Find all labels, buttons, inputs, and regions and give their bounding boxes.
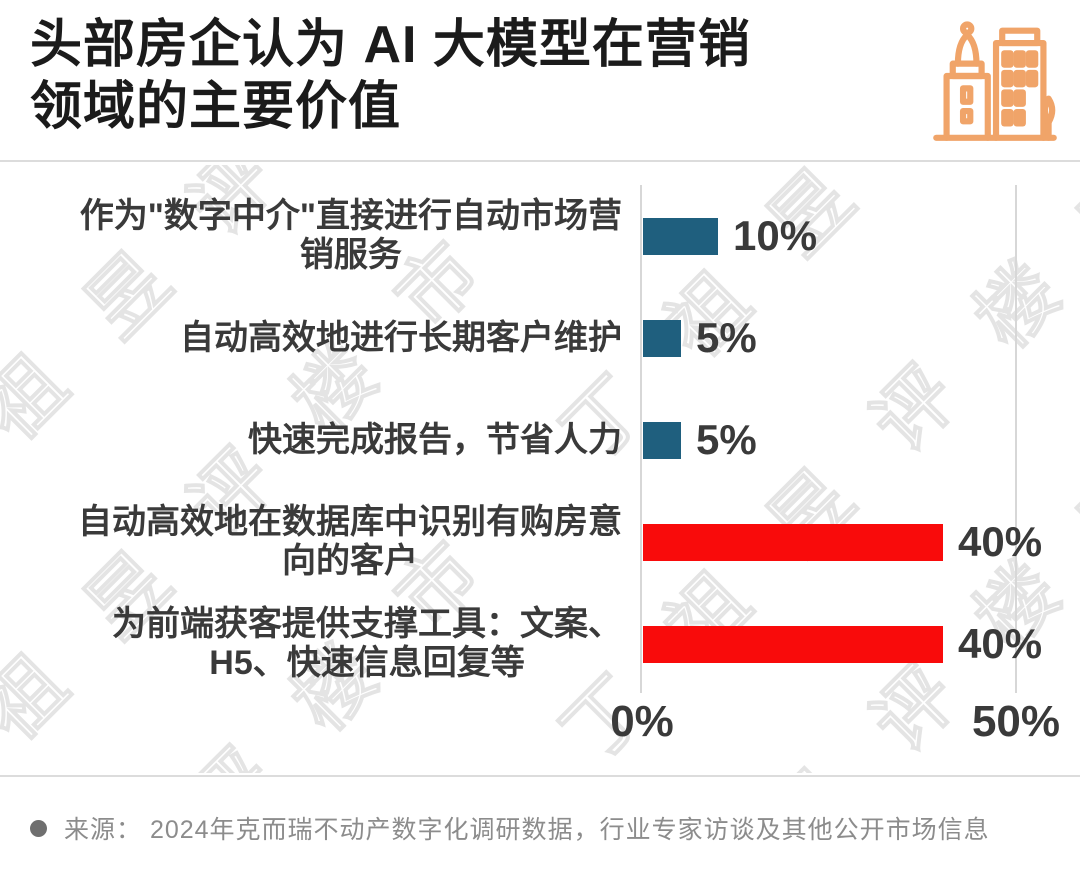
chart-rows: 作为"数字中介"直接进行自动市场营 销服务 10% 自动高效地进行长期客户维护 5% 快速… — [0, 185, 1080, 695]
bar-track: 5% — [643, 314, 757, 362]
x-tick-0pct: 0% — [610, 697, 674, 746]
bar-chart: 丁祖昱评楼市 丁祖昱评楼市 丁祖昱评楼市 丁祖昱评楼市 丁祖昱评楼市 丁祖昱评楼… — [0, 165, 1080, 773]
category-label: 自动高效地进行长期客户维护 — [0, 319, 622, 358]
bar-track: 40% — [643, 620, 1042, 668]
page-title: 头部房企认为 AI 大模型在营销 领域的主要价值 — [30, 14, 751, 138]
chart-row-2: 自动高效地进行长期客户维护 5% — [0, 287, 1080, 389]
icon-right-window — [1001, 108, 1014, 127]
category-label: 自动高效地在数据库中识别有购房意 向的客户 — [0, 503, 622, 581]
category-label: 快速完成报告，节省人力 — [0, 421, 622, 460]
category-label-text: 快速完成报告，节省人力 — [248, 421, 622, 460]
category-label: 为前端获客提供支撑工具：文案、 H5、快速信息回复等 — [0, 605, 622, 683]
bar-track: 5% — [643, 416, 757, 464]
icon-left-tower-cap — [949, 60, 985, 80]
chart-row-1: 作为"数字中介"直接进行自动市场营 销服务 10% — [0, 185, 1080, 287]
bar-4 — [643, 523, 943, 561]
city-buildings-icon — [933, 21, 1057, 141]
y-axis-line — [640, 185, 642, 693]
category-label-text: 自动高效地在数据库中识别有购房意 向的客户 — [78, 503, 622, 581]
icon-right-window — [1013, 89, 1026, 107]
chart-row-4: 自动高效地在数据库中识别有购房意 向的客户 40% — [0, 491, 1080, 593]
footer-divider — [0, 775, 1080, 777]
icon-right-window — [1025, 50, 1039, 68]
bar-track: 10% — [643, 212, 817, 260]
value-label: 40% — [958, 620, 1043, 667]
bar-3 — [643, 421, 681, 459]
icon-right-window — [1013, 108, 1026, 127]
chart-row-3: 快速完成报告，节省人力 5% — [0, 389, 1080, 491]
category-label-text: 自动高效地进行长期客户维护 — [180, 319, 622, 358]
icon-left-window-2 — [959, 107, 974, 125]
value-label: 5% — [696, 314, 757, 361]
chart-row-5: 为前端获客提供支撑工具：文案、 H5、快速信息回复等 40% — [0, 593, 1080, 695]
icon-right-building-cap — [999, 27, 1041, 47]
value-label: 40% — [958, 518, 1043, 565]
icon-dome-finial — [959, 21, 975, 36]
category-label-line: 自动高效地进行长期客户维护 — [180, 318, 622, 357]
category-label-line: 作为"数字中介"直接进行自动市场营 — [79, 197, 622, 235]
value-label: 5% — [696, 416, 757, 463]
category-label-line: 向的客户 — [282, 542, 418, 580]
source-note: 来源： 2024年克而瑞不动产数字化调研数据，行业专家访谈及其他公开市场信息 — [30, 810, 990, 846]
category-label-line: 为前端获客提供支撑工具：文案、 — [112, 605, 622, 643]
icon-right-window — [1013, 69, 1026, 88]
bar-1 — [643, 217, 718, 255]
value-label: 10% — [733, 212, 818, 259]
gridline-50pct — [1015, 185, 1017, 693]
category-label-line: H5、快速信息回复等 — [209, 644, 525, 682]
icon-left-window-1 — [959, 85, 974, 105]
category-label-line: 自动高效地在数据库中识别有购房意 — [78, 503, 622, 541]
bullet-dot-icon — [30, 819, 47, 837]
category-label-text: 为前端获客提供支撑工具：文案、 H5、快速信息回复等 — [112, 605, 622, 683]
category-label-text: 作为"数字中介"直接进行自动市场营 销服务 — [80, 197, 622, 275]
category-label: 作为"数字中介"直接进行自动市场营 销服务 — [0, 197, 622, 275]
source-text: 来源： 2024年克而瑞不动产数字化调研数据，行业专家访谈及其他公开市场信息 — [64, 816, 990, 844]
icon-right-window — [1025, 69, 1039, 88]
bar-2 — [643, 319, 681, 357]
icon-right-window — [1013, 50, 1026, 68]
bar-5 — [643, 625, 943, 663]
icon-right-window — [1001, 69, 1014, 88]
icon-left-tower-dome — [954, 31, 980, 67]
icon-right-window — [1001, 89, 1014, 107]
icon-right-window — [1001, 50, 1014, 68]
category-label-line: 销服务 — [299, 236, 402, 274]
page-title-line1: 头部房企认为 AI 大模型在营销 — [30, 16, 751, 74]
icon-tree-leaf — [1041, 95, 1056, 126]
category-label-line: 快速完成报告，节省人力 — [248, 420, 622, 459]
bar-track: 40% — [643, 518, 1042, 566]
page-title-line2: 领域的主要价值 — [30, 78, 402, 136]
header-divider — [0, 160, 1080, 162]
x-tick-50pct: 50% — [971, 697, 1061, 746]
